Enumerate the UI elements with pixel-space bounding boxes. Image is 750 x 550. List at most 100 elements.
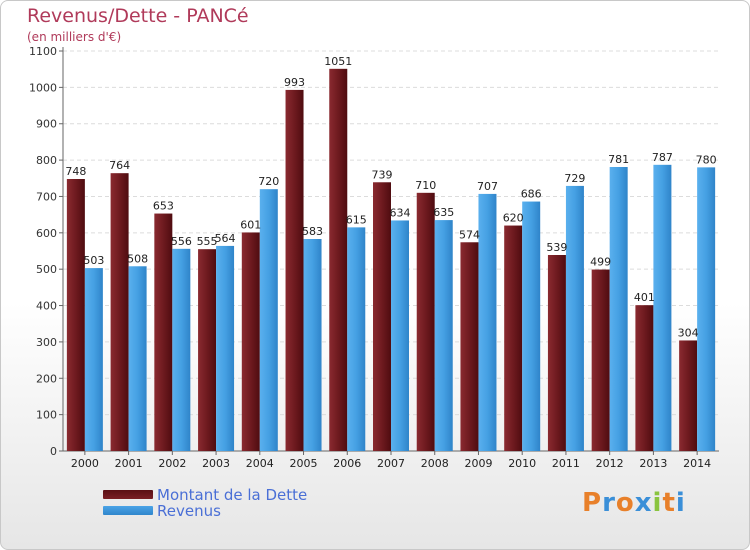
data-label-debt: 653 xyxy=(153,200,174,213)
data-label-debt: 574 xyxy=(459,228,480,241)
bar-revenue xyxy=(609,167,628,451)
y-tick-label: 500 xyxy=(36,263,57,276)
bar-debt xyxy=(329,68,348,452)
data-label-debt: 601 xyxy=(240,218,261,231)
x-tick-label: 2014 xyxy=(683,457,711,470)
data-label-revenue: 583 xyxy=(302,225,323,238)
data-label-debt: 739 xyxy=(372,168,393,181)
data-label-revenue: 508 xyxy=(127,252,148,265)
logo-letter: i xyxy=(652,488,663,518)
y-tick-label: 0 xyxy=(50,445,57,458)
data-label-revenue: 720 xyxy=(258,175,279,188)
y-tick-label: 700 xyxy=(36,190,57,203)
bar-debt xyxy=(504,225,523,451)
bar-revenue xyxy=(347,227,366,451)
logo-letter: P xyxy=(582,488,603,518)
bar-revenue xyxy=(565,185,584,451)
x-tick-label: 2002 xyxy=(158,457,186,470)
x-tick-label: 2000 xyxy=(71,457,99,470)
bar-revenue xyxy=(128,266,147,451)
bar-revenue xyxy=(697,167,716,451)
y-tick-label: 200 xyxy=(36,372,57,385)
data-label-revenue: 615 xyxy=(346,213,367,226)
data-label-debt: 1051 xyxy=(324,55,352,68)
bar-debt xyxy=(373,182,391,452)
bar-debt xyxy=(679,340,698,451)
bar-debt xyxy=(110,173,129,451)
bar-revenue xyxy=(478,193,497,451)
data-label-revenue: 556 xyxy=(171,235,192,248)
y-tick-label: 800 xyxy=(36,154,57,167)
x-tick-label: 2005 xyxy=(290,457,318,470)
data-label-revenue: 686 xyxy=(521,188,542,201)
chart-title: Revenus/Dette - PANCé xyxy=(27,5,249,27)
data-label-debt: 764 xyxy=(109,159,130,172)
data-label-revenue: 787 xyxy=(652,151,673,164)
bar-revenue xyxy=(434,220,453,451)
data-label-debt: 401 xyxy=(634,291,655,304)
x-tick-label: 2006 xyxy=(333,457,361,470)
logo-letter: o xyxy=(615,488,635,518)
data-label-debt: 620 xyxy=(503,212,524,225)
logo-letter: t xyxy=(662,488,676,518)
x-tick-label: 2007 xyxy=(377,457,405,470)
bar-debt xyxy=(635,305,654,451)
bar-debt xyxy=(416,192,435,451)
y-tick-label: 100 xyxy=(36,409,57,422)
bar-debt xyxy=(285,89,304,451)
bar-debt xyxy=(154,213,173,451)
bar-debt xyxy=(460,242,479,451)
y-tick-label: 400 xyxy=(36,300,57,313)
logo-letter: x xyxy=(634,488,653,518)
data-label-revenue: 707 xyxy=(477,180,498,193)
proxiti-logo: Proxiti xyxy=(582,488,686,518)
y-tick-label: 1000 xyxy=(29,81,57,94)
data-label-revenue: 781 xyxy=(608,153,629,166)
data-label-debt: 499 xyxy=(590,256,611,269)
bar-debt xyxy=(198,249,217,451)
logo-letter: r xyxy=(602,488,616,518)
y-tick-label: 300 xyxy=(36,336,57,349)
data-label-revenue: 635 xyxy=(433,206,454,219)
data-label-debt: 710 xyxy=(415,179,436,192)
x-tick-label: 2013 xyxy=(639,457,667,470)
bar-revenue xyxy=(391,220,409,451)
bar-revenue xyxy=(172,248,191,451)
data-label-revenue: 503 xyxy=(83,254,104,267)
bar-revenue xyxy=(259,189,278,451)
chart-subtitle: (en milliers d'€) xyxy=(27,30,122,44)
legend-swatch-debt xyxy=(103,490,153,499)
bar-debt xyxy=(66,179,85,451)
bar-debt xyxy=(241,232,260,451)
x-tick-label: 2011 xyxy=(552,457,580,470)
legend-swatch-revenue xyxy=(103,506,153,515)
data-label-debt: 748 xyxy=(65,165,86,178)
x-tick-label: 2012 xyxy=(596,457,624,470)
data-label-revenue: 634 xyxy=(390,206,411,219)
x-tick-label: 2003 xyxy=(202,457,230,470)
bar-revenue xyxy=(303,239,322,451)
x-tick-label: 2010 xyxy=(508,457,536,470)
bar-revenue xyxy=(216,245,235,451)
x-tick-label: 2008 xyxy=(421,457,449,470)
x-tick-label: 2009 xyxy=(464,457,492,470)
y-tick-label: 900 xyxy=(36,118,57,131)
x-tick-label: 2001 xyxy=(115,457,143,470)
y-tick-label: 1100 xyxy=(29,45,57,58)
bar-revenue xyxy=(653,164,672,451)
data-label-revenue: 729 xyxy=(564,172,585,185)
data-label-debt: 993 xyxy=(284,76,305,89)
data-label-debt: 539 xyxy=(546,241,567,254)
y-tick-label: 600 xyxy=(36,227,57,240)
logo-letter: i xyxy=(675,488,686,518)
bar-revenue xyxy=(84,268,103,451)
legend-label-revenue: Revenus xyxy=(157,502,221,520)
bar-debt xyxy=(591,269,610,451)
legend-label-debt: Montant de la Dette xyxy=(157,486,308,504)
x-tick-label: 2004 xyxy=(246,457,274,470)
data-label-debt: 555 xyxy=(197,235,218,248)
data-label-revenue: 780 xyxy=(696,153,717,166)
bar-debt xyxy=(547,255,566,451)
